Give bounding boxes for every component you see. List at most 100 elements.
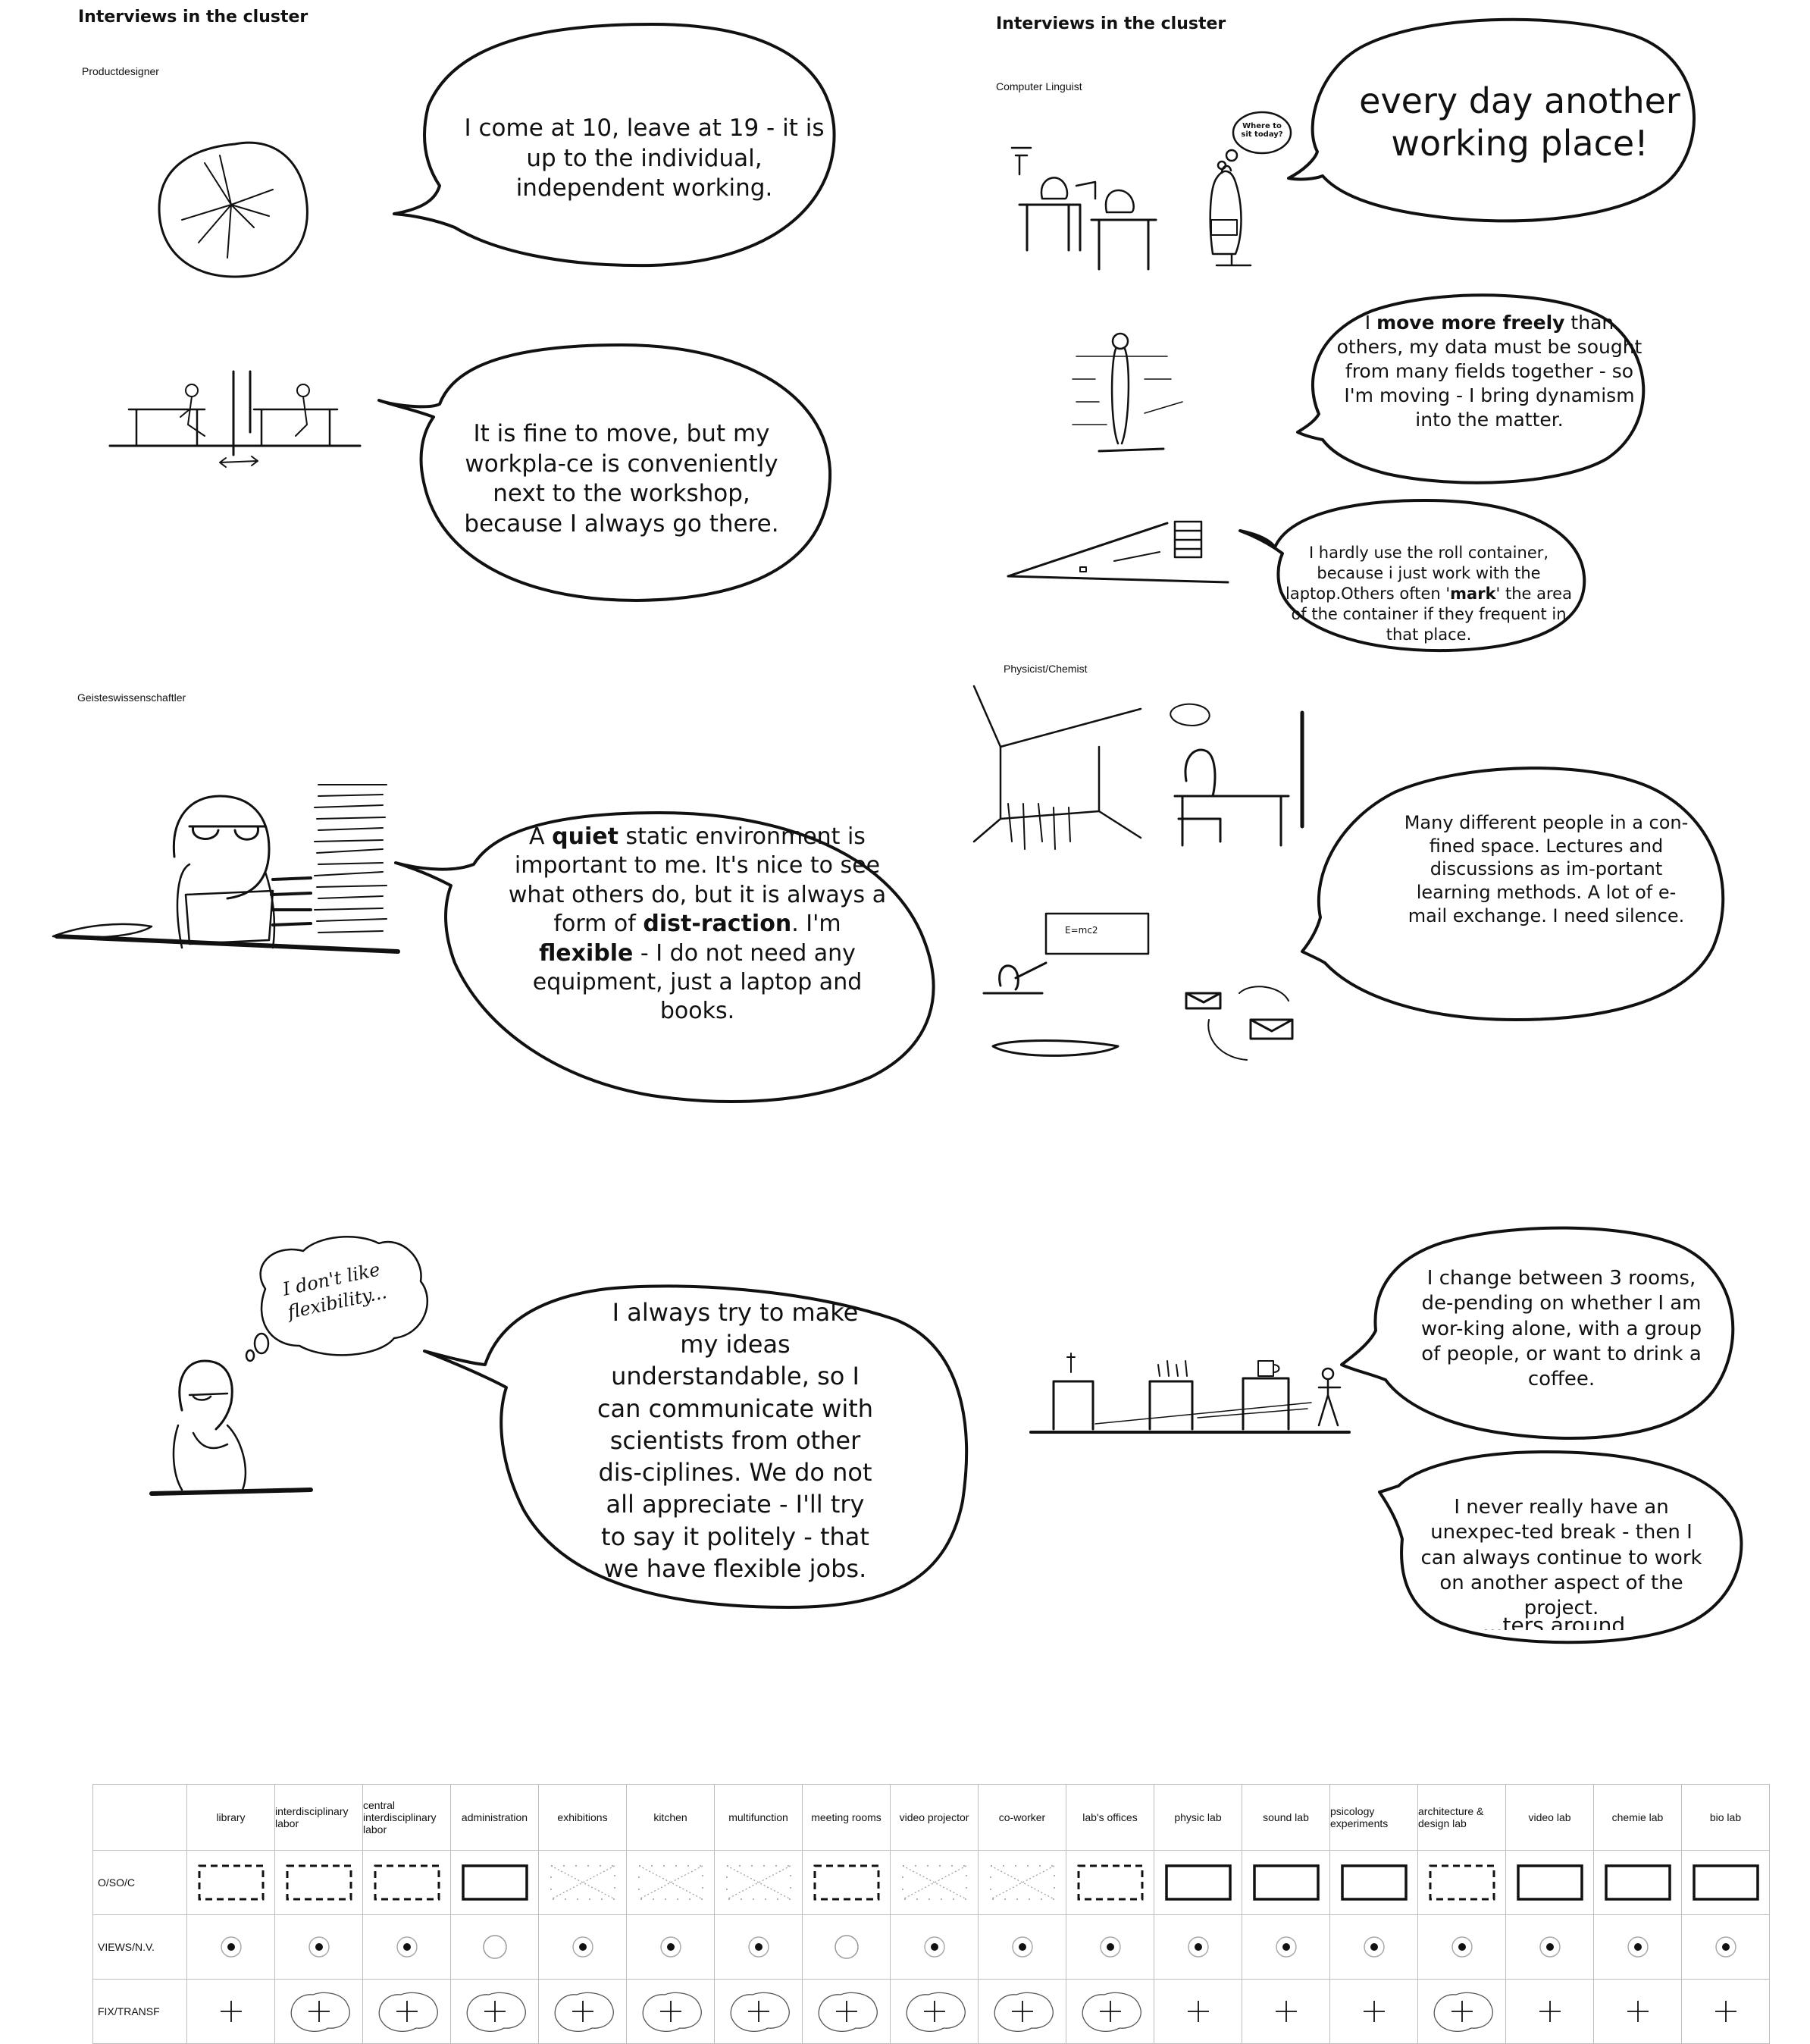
marker-dashed	[374, 1864, 440, 1901]
marker-plus	[220, 2001, 242, 2022]
marker-dot	[396, 1936, 418, 1958]
marker-blobplus	[994, 1992, 1054, 2033]
table-cell	[450, 1850, 539, 1915]
marker-cross	[901, 1865, 967, 1900]
column-header-label: exhibitions	[557, 1810, 608, 1823]
table-cell	[1242, 1850, 1330, 1915]
table-cell	[1417, 1979, 1506, 2044]
table-cell	[450, 1979, 539, 2044]
column-header: interdisciplinary labor	[274, 1784, 363, 1851]
marker-plus	[1275, 2001, 1297, 2022]
marker-dashed	[198, 1864, 264, 1901]
column-header-label: video projector	[899, 1810, 969, 1823]
marker-dot	[1275, 1936, 1297, 1958]
row-label: FIX/TRANSF	[92, 1979, 187, 2044]
board-formula: E=mc2	[1065, 925, 1098, 936]
column-header-label: psicology experiments	[1330, 1804, 1389, 1829]
marker-dot	[1627, 1936, 1649, 1958]
marker-dot	[1539, 1936, 1561, 1958]
table-cell	[362, 1979, 451, 2044]
marker-blobplus	[290, 1992, 350, 2033]
column-header: kitchen	[626, 1784, 715, 1851]
table-cell	[1242, 1914, 1330, 1980]
table-cell	[1329, 1914, 1418, 1980]
speech-bubble-pc3	[1379, 1452, 1741, 1642]
column-header-label: library	[216, 1810, 246, 1823]
table-cell	[802, 1850, 891, 1915]
column-header-label: chemie lab	[1611, 1810, 1664, 1823]
marker-blobplus	[730, 1992, 790, 2033]
role-computer-linguist: Computer Linguist	[996, 80, 1082, 92]
column-header-label: video lab	[1528, 1810, 1571, 1823]
table-cell	[1154, 1850, 1242, 1915]
bubble-text-pc2: I change between 3 rooms, de-pending on …	[1420, 1267, 1702, 1391]
table-cell	[802, 1914, 891, 1980]
table-cell	[450, 1914, 539, 1980]
column-header: bio lab	[1681, 1784, 1770, 1851]
column-header: lab's offices	[1066, 1784, 1154, 1851]
marker-cross	[550, 1865, 615, 1900]
marker-blobplus	[1082, 1992, 1141, 2033]
table-corner	[92, 1784, 187, 1851]
table-cell	[362, 1914, 451, 1980]
table-row: FIX/TRANSF	[92, 1979, 1770, 2044]
marker-plus	[1714, 2001, 1736, 2022]
heading-left: Interviews in the cluster	[78, 8, 308, 27]
marker-plus	[1363, 2001, 1385, 2022]
thinking-woman-sketch	[152, 1361, 311, 1494]
table-cell	[274, 1850, 363, 1915]
table-cell	[186, 1979, 275, 2044]
bubble-text-cl3: I hardly use the roll container, because…	[1285, 544, 1572, 644]
thought-bubble-where	[1233, 112, 1291, 153]
column-header-label: physic lab	[1174, 1810, 1222, 1823]
roll-container-sketch	[1008, 522, 1228, 582]
speech-bubble-gw1	[396, 813, 934, 1102]
table-cell	[538, 1850, 627, 1915]
marker-dot	[1187, 1936, 1209, 1958]
column-header-label: co-worker	[998, 1810, 1046, 1823]
marker-plus	[1627, 2001, 1649, 2022]
table-cell	[1154, 1914, 1242, 1980]
scholar-sketch	[53, 785, 398, 951]
marker-cross	[725, 1865, 791, 1900]
column-header-label: administration	[461, 1810, 528, 1823]
desks-sketch	[1012, 148, 1251, 269]
column-header: meeting rooms	[802, 1784, 891, 1851]
marker-blobplus	[1433, 1992, 1493, 2033]
table-cell	[1681, 1850, 1770, 1915]
role-geisteswissenschaftler: Geisteswissenschaftler	[77, 691, 186, 704]
table-cell	[1329, 1979, 1418, 2044]
table-cell	[1505, 1914, 1594, 1980]
marker-blobplus	[378, 1992, 438, 2033]
marker-dot	[571, 1936, 593, 1958]
column-header-label: sound lab	[1263, 1810, 1309, 1823]
table-cell	[626, 1850, 715, 1915]
marker-blobplus	[554, 1992, 614, 2033]
table-cell	[890, 1850, 979, 1915]
column-header-label: bio lab	[1709, 1810, 1742, 1823]
marker-dot	[220, 1936, 242, 1958]
lecture-sketch	[974, 686, 1302, 1060]
row-label: VIEWS/N.V.	[92, 1914, 187, 1980]
table-cell	[538, 1914, 627, 1980]
column-header-label: meeting rooms	[811, 1810, 882, 1823]
column-header-label: interdisciplinary labor	[275, 1804, 349, 1829]
speech-bubble-cl3	[1240, 500, 1584, 651]
column-header-label: lab's offices	[1082, 1810, 1138, 1823]
table-cell	[1417, 1850, 1506, 1915]
marker-dot	[1714, 1936, 1736, 1958]
column-header-label: central interdisciplinary labor	[363, 1798, 437, 1836]
marker-solid	[461, 1864, 528, 1901]
marker-empty	[482, 1935, 507, 1959]
bubble-text-pc3-cut: ...ters around	[1482, 1615, 1626, 1630]
column-header: administration	[450, 1784, 539, 1851]
bubble-text-gw2: I always try to make my ideas understand…	[597, 1298, 874, 1583]
marker-dot	[923, 1936, 945, 1958]
marker-dot	[1363, 1936, 1385, 1958]
workplace-sketch	[110, 371, 360, 467]
column-header: chemie lab	[1593, 1784, 1682, 1851]
marker-dot	[1011, 1936, 1033, 1958]
marker-solid	[1692, 1864, 1759, 1901]
heading-right: Interviews in the cluster	[996, 14, 1226, 33]
